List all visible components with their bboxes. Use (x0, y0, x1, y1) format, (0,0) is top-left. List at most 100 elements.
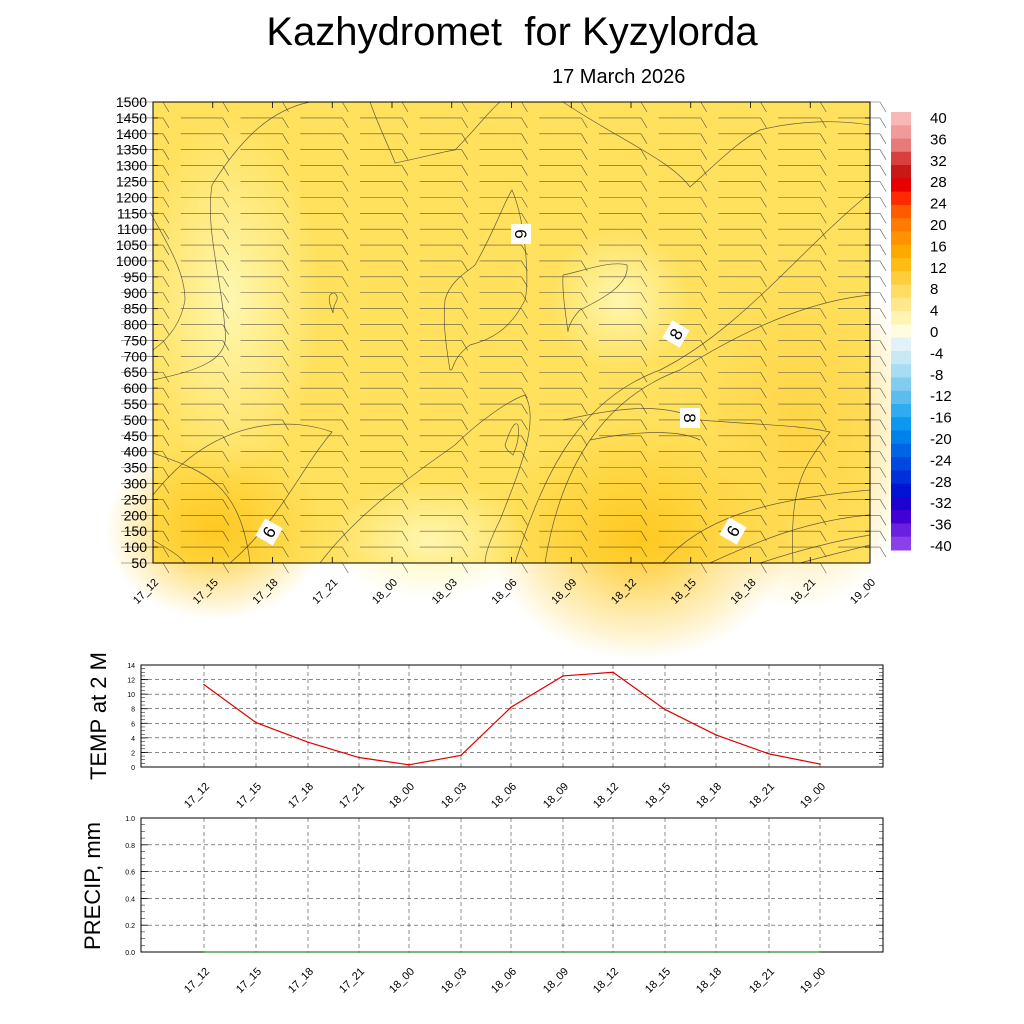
wind-barb (162, 324, 170, 335)
wind-barb (700, 372, 708, 383)
wind-barb (879, 531, 887, 542)
wind-barb (222, 292, 230, 303)
wind-barb (341, 499, 349, 510)
wind-barb (461, 276, 469, 288)
wind-barb (521, 101, 528, 113)
wind-barb (222, 467, 230, 478)
wind-barb (282, 197, 289, 208)
wind-barb (640, 515, 648, 526)
wind-barb (700, 117, 708, 129)
y-tick-label: 1200 (116, 189, 147, 205)
wind-barb (760, 117, 767, 129)
x-tick-label: 17_15 (234, 781, 264, 811)
wind-barb (760, 260, 767, 272)
wind-barb (401, 181, 409, 192)
wind-barb (162, 213, 170, 224)
wind-barb (879, 515, 887, 526)
wind-barb (461, 213, 469, 224)
wind-barb (461, 419, 469, 431)
wind-barb (341, 197, 349, 208)
colorbar-swatch (891, 350, 911, 365)
wind-barb (222, 213, 230, 224)
wind-barb (580, 515, 588, 526)
wind-barb (700, 499, 708, 510)
y-tick-label: 0.8 (125, 843, 135, 850)
wind-barb (341, 451, 349, 462)
wind-barb (341, 308, 349, 319)
wind-barb (401, 244, 409, 256)
wind-barb (282, 515, 289, 526)
wind-barb (580, 324, 588, 335)
wind-barb (879, 340, 887, 351)
wind-barb (640, 260, 648, 272)
wind-barb (282, 531, 289, 542)
wind-barb (760, 562, 767, 574)
wind-barb (461, 292, 469, 303)
x-tick-label: 17_18 (286, 966, 316, 996)
wind-barb (640, 356, 648, 367)
y-tick-label: 0.6 (125, 870, 135, 877)
colorbar-label: 32 (930, 153, 947, 170)
wind-barb (162, 165, 170, 176)
contour-label: 6 (511, 224, 531, 244)
wind-barb (819, 213, 827, 224)
wind-barb (341, 483, 349, 494)
wind-barb (580, 197, 588, 208)
wind-barb (700, 403, 708, 415)
wind-barb (760, 451, 767, 462)
wind-barb (282, 435, 289, 446)
wind-barb (461, 197, 469, 208)
wind-barb (700, 419, 708, 431)
wind-barb (640, 276, 648, 288)
wind-barb (461, 181, 469, 192)
wind-barb (700, 276, 708, 288)
x-tick-label: 18_12 (591, 966, 621, 996)
colorbar-swatch (891, 536, 911, 551)
wind-barb (461, 229, 469, 240)
data-point (715, 951, 717, 953)
wind-barb (580, 531, 588, 542)
wind-barb (521, 181, 528, 192)
wind-barb (341, 531, 349, 542)
wind-barb (461, 165, 469, 176)
wind-barb (819, 244, 827, 256)
wind-barb (401, 562, 409, 574)
wind-barb (461, 451, 469, 462)
wind-barb (341, 117, 349, 129)
wind-barb (341, 133, 349, 144)
wind-barb (760, 340, 767, 351)
colorbar-label: -28 (930, 474, 952, 491)
wind-barb (341, 467, 349, 478)
wind-barb (162, 562, 170, 574)
wind-barb (879, 546, 887, 558)
wind-barb (162, 181, 170, 192)
wind-barb (162, 133, 170, 144)
wind-barbs (121, 101, 887, 574)
wind-barb (640, 181, 648, 192)
wind-barb (162, 483, 170, 494)
y-tick-label: 700 (124, 348, 148, 364)
y-axis-label: TEMP at 2 M (86, 652, 111, 780)
x-tick-label: 18_21 (747, 781, 777, 811)
wind-barb (401, 356, 409, 367)
wind-barb (401, 133, 409, 144)
wind-barb (521, 308, 528, 319)
wind-barb (580, 181, 588, 192)
colorbar-swatch (891, 443, 911, 458)
data-point (510, 706, 512, 709)
colorbar-label: -24 (930, 452, 952, 469)
wind-barb (640, 165, 648, 176)
x-tick-label: 17_12 (182, 966, 212, 996)
wind-barb (222, 101, 230, 113)
wind-barb (760, 181, 767, 192)
y-tick-label: 0.2 (125, 923, 135, 930)
wind-barb (222, 515, 230, 526)
contour-label-text: 6 (511, 229, 530, 238)
colorbar-swatch (891, 417, 911, 432)
wind-barb (700, 181, 708, 192)
wind-barb (521, 387, 528, 399)
contour-line (562, 263, 628, 333)
wind-barb (282, 483, 289, 494)
wind-barb (760, 419, 767, 431)
wind-barb (879, 499, 887, 510)
